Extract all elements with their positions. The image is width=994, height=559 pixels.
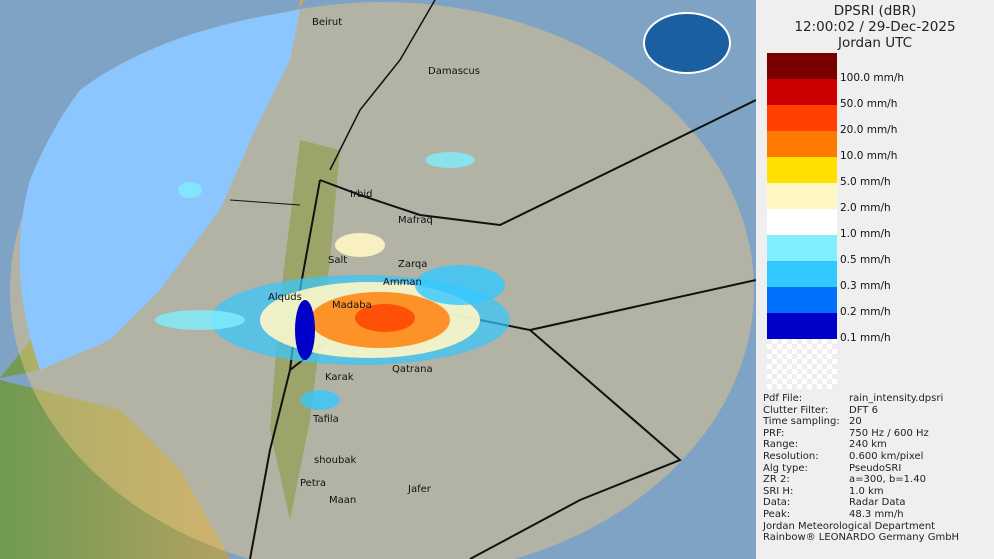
- info-key: Resolution:: [763, 450, 819, 462]
- info-value: a=300, b=1.40: [849, 474, 926, 486]
- city-salt: Salt: [328, 255, 347, 266]
- info-value: 0.600 km/pixel: [849, 450, 924, 462]
- legend-label: 10.0 mm/h: [840, 150, 898, 162]
- credit-rainbow: Rainbow® LEONARDO Germany GmbH: [763, 532, 960, 544]
- legend-swatch: [767, 261, 837, 287]
- city-alquds: Alquds: [268, 292, 302, 303]
- jmd-logo: [643, 12, 731, 74]
- info-key: SRI H:: [763, 485, 794, 497]
- info-key: Peak:: [763, 508, 791, 520]
- city-irbid: Irbid: [350, 189, 373, 200]
- city-qatrana: Qatrana: [392, 364, 433, 375]
- info-row: ZR 2: a=300, b=1.40: [763, 474, 959, 486]
- legend-label: 2.0 mm/h: [840, 202, 891, 214]
- info-key: PRF:: [763, 427, 785, 439]
- info-row: Peak: 48.3 mm/h: [763, 509, 959, 521]
- legend-swatch: [767, 209, 837, 235]
- legend-label: 20.0 mm/h: [840, 124, 898, 136]
- city-amman: Amman: [383, 277, 422, 288]
- info-key: ZR 2:: [763, 474, 790, 486]
- info-value: PseudoSRI: [849, 462, 902, 474]
- region: Jordan UTC: [837, 35, 912, 51]
- info-value: 20: [849, 416, 862, 428]
- info-key: Data:: [763, 497, 791, 509]
- info-key: Alg type:: [763, 462, 808, 474]
- legend-swatch: [767, 287, 837, 313]
- info-row: Range: 240 km: [763, 439, 959, 451]
- info-row: Resolution: 0.600 km/pixel: [763, 451, 959, 463]
- info-value: Radar Data: [849, 497, 906, 509]
- city-beirut: Beirut: [312, 17, 342, 28]
- info-row: Alg type: PseudoSRI: [763, 463, 959, 475]
- info-value: 240 km: [849, 439, 887, 451]
- legend-label: 50.0 mm/h: [840, 98, 898, 110]
- sea-in-range: [19, 10, 300, 370]
- city-madaba: Madaba: [332, 300, 372, 311]
- legend-swatch: [767, 157, 837, 183]
- city-maan: Maan: [329, 495, 356, 506]
- legend-label: 0.5 mm/h: [840, 254, 891, 266]
- info-row: SRI H: 1.0 km: [763, 486, 959, 498]
- legend-panel: DPSRI (dBR) 12:00:02 / 29-Dec-2025 Jorda…: [643, 0, 994, 559]
- legend-swatch: [767, 105, 837, 131]
- legend-swatch: [767, 79, 837, 105]
- info-value: 750 Hz / 600 Hz: [849, 427, 929, 439]
- city-zarqa: Zarqa: [398, 259, 427, 270]
- info-value: 48.3 mm/h: [849, 508, 904, 520]
- legend-swatch: [767, 313, 837, 339]
- legend-label: 0.1 mm/h: [840, 332, 891, 344]
- info-key: Time sampling:: [763, 416, 840, 428]
- legend-swatch: [767, 235, 837, 261]
- info-value: DFT 6: [849, 404, 878, 416]
- legend-label: 0.2 mm/h: [840, 306, 891, 318]
- city-labels: Beirut Damascus Irbid Mafraq Salt Zarqa …: [268, 17, 480, 506]
- precipitation: [155, 152, 510, 410]
- info-row: Pdf File: rain_intensity.dpsri: [763, 393, 959, 405]
- legend-swatch-nodata: [767, 339, 837, 389]
- city-jafer: Jafer: [407, 484, 432, 495]
- legend-swatch: [767, 183, 837, 209]
- city-damascus: Damascus: [428, 66, 480, 77]
- city-shoubak: shoubak: [314, 455, 356, 466]
- radar-map[interactable]: Beirut Damascus Irbid Mafraq Salt Zarqa …: [0, 0, 756, 559]
- city-petra: Petra: [300, 478, 326, 489]
- city-tafila: Tafila: [312, 414, 339, 425]
- city-karak: Karak: [325, 372, 354, 383]
- radar-info: Pdf File: rain_intensity.dpsri Clutter Fil…: [763, 393, 959, 544]
- legend-label: 0.3 mm/h: [840, 280, 891, 292]
- info-row: Time sampling: 20: [763, 416, 959, 428]
- legend-swatch: [767, 53, 837, 79]
- info-key: Clutter Filter:: [763, 404, 829, 416]
- info-row: Data: Radar Data: [763, 497, 959, 509]
- info-key: Range:: [763, 439, 799, 451]
- city-mafraq: Mafraq: [398, 215, 433, 226]
- credit-jmd: Jordan Meteorological Department: [763, 520, 936, 532]
- info-row: PRF: 750 Hz / 600 Hz: [763, 428, 959, 440]
- legend-label: 100.0 mm/h: [840, 72, 905, 84]
- info-value: 1.0 km: [849, 485, 884, 497]
- info-value: rain_intensity.dpsri: [849, 393, 944, 404]
- info-row: Clutter Filter: DFT 6: [763, 405, 959, 417]
- legend-label: 1.0 mm/h: [840, 228, 891, 240]
- legend-label: 5.0 mm/h: [840, 176, 891, 188]
- datetime: 12:00:02 / 29-Dec-2025: [794, 19, 956, 35]
- legend-swatch: [767, 131, 837, 157]
- info-key: Pdf File:: [763, 393, 803, 404]
- product-title: DPSRI (dBR): [833, 3, 917, 19]
